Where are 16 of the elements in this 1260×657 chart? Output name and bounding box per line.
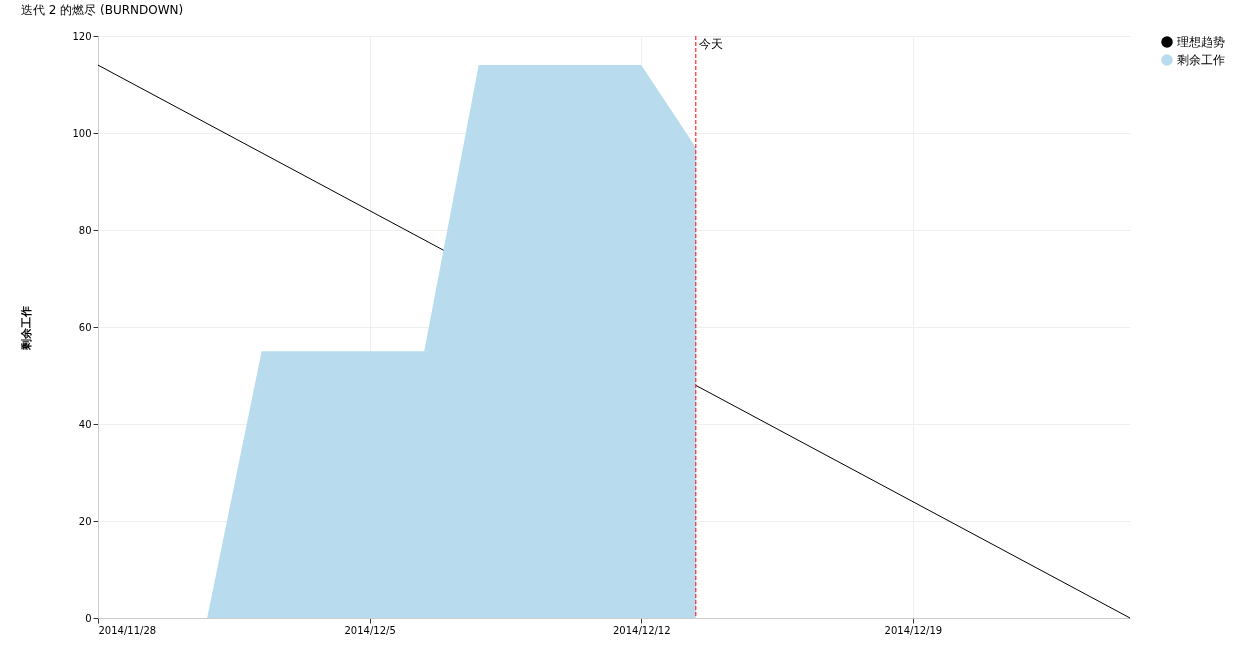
y-tick-label: 20 (78, 515, 92, 527)
chart-title: 迭代 2 的燃尽 (BURNDOWN) (20, 3, 184, 17)
y-tick-label: 40 (78, 418, 92, 430)
y-tick-label: 120 (72, 30, 92, 42)
x-tick-label: 2014/12/19 (884, 624, 943, 636)
ref-line-label: 今天 (698, 37, 723, 51)
y-tick-label: 0 (85, 612, 92, 624)
x-tick-label: 2014/12/12 (612, 624, 671, 636)
x-tick-label: 2014/11/28 (98, 624, 157, 636)
legend-label: 理想趋势 (1177, 35, 1225, 49)
legend-label: 剩余工作 (1177, 53, 1225, 67)
y-axis-title: 剩余工作 (20, 305, 34, 351)
x-tick-label: 2014/12/5 (344, 624, 396, 636)
y-tick-label: 80 (78, 224, 92, 236)
y-tick-label: 100 (72, 127, 92, 139)
y-tick-label: 60 (78, 321, 92, 333)
